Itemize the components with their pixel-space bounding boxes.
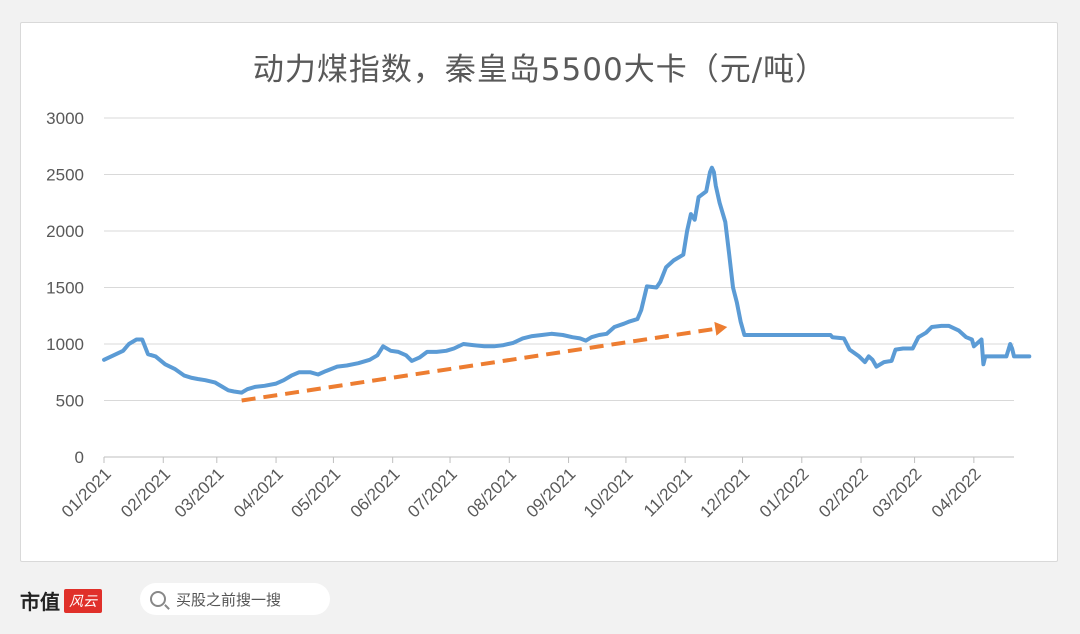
x-tick-label: 02/2021 xyxy=(117,464,174,521)
y-tick-label: 2500 xyxy=(46,166,84,185)
x-tick-label: 10/2021 xyxy=(580,464,637,521)
x-tick-label: 05/2021 xyxy=(287,464,344,521)
search-text: 买股之前搜一搜 xyxy=(176,590,282,609)
chart-title: 动力煤指数，秦皇岛5500大卡（元/吨） xyxy=(252,52,828,88)
brand-logo: 市值 风云 xyxy=(20,586,102,615)
x-tick-label: 01/2021 xyxy=(58,464,115,521)
x-tick-label: 12/2021 xyxy=(696,464,753,521)
brand-name: 市值 xyxy=(20,590,60,614)
x-tick-label: 03/2021 xyxy=(171,464,228,521)
x-tick-label: 03/2022 xyxy=(869,464,926,521)
x-tick-label: 04/2021 xyxy=(230,464,287,521)
search-icon xyxy=(150,591,166,607)
x-tick-label: 08/2021 xyxy=(463,464,520,521)
trend-arrow-line xyxy=(241,326,716,403)
x-tick-label: 06/2021 xyxy=(347,464,404,521)
series-line xyxy=(102,165,1032,395)
x-tick-label: 09/2021 xyxy=(522,464,579,521)
trend-arrow-head xyxy=(714,321,728,336)
y-tick-label: 3000 xyxy=(46,109,84,128)
x-tick-label: 01/2022 xyxy=(756,464,813,521)
y-tick-label: 1000 xyxy=(46,335,84,354)
y-tick-label: 2000 xyxy=(46,222,84,241)
y-tick-label: 500 xyxy=(56,392,84,411)
x-tick-label: 07/2021 xyxy=(404,464,461,521)
y-tick-label: 0 xyxy=(75,448,84,467)
x-tick-label: 11/2021 xyxy=(640,464,696,520)
brand-badge: 风云 xyxy=(64,588,102,613)
x-tick-label: 04/2022 xyxy=(928,464,985,521)
y-tick-label: 1500 xyxy=(46,279,84,298)
chart-card xyxy=(20,22,1058,562)
search-bar[interactable]: 买股之前搜一搜 xyxy=(140,583,330,615)
x-tick-label: 02/2022 xyxy=(815,464,872,521)
